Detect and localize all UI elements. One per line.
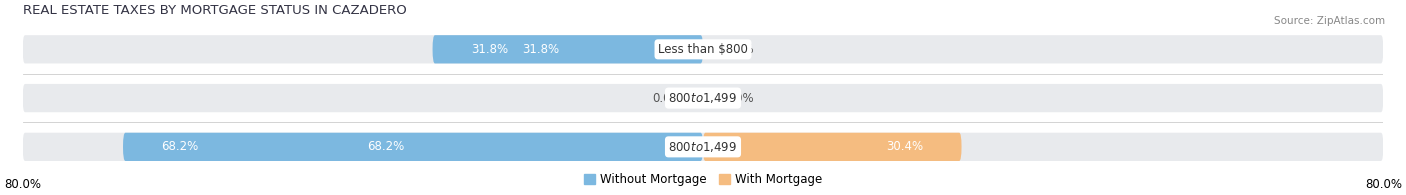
Text: REAL ESTATE TAXES BY MORTGAGE STATUS IN CAZADERO: REAL ESTATE TAXES BY MORTGAGE STATUS IN … (22, 4, 406, 17)
Text: 31.8%: 31.8% (471, 43, 508, 56)
FancyBboxPatch shape (22, 133, 1384, 161)
Text: 30.4%: 30.4% (886, 140, 924, 153)
FancyBboxPatch shape (122, 133, 703, 161)
FancyBboxPatch shape (22, 84, 1384, 112)
Text: Less than $800: Less than $800 (658, 43, 748, 56)
Text: $800 to $1,499: $800 to $1,499 (668, 91, 738, 105)
Text: 31.8%: 31.8% (522, 43, 560, 56)
Text: Source: ZipAtlas.com: Source: ZipAtlas.com (1274, 16, 1385, 26)
FancyBboxPatch shape (703, 133, 962, 161)
FancyBboxPatch shape (433, 35, 703, 63)
Text: 0.0%: 0.0% (724, 43, 754, 56)
FancyBboxPatch shape (22, 35, 1384, 63)
Text: 68.2%: 68.2% (367, 140, 405, 153)
Text: 68.2%: 68.2% (162, 140, 198, 153)
Text: 0.0%: 0.0% (724, 92, 754, 105)
Text: 0.0%: 0.0% (652, 92, 682, 105)
Legend: Without Mortgage, With Mortgage: Without Mortgage, With Mortgage (583, 173, 823, 186)
Text: $800 to $1,499: $800 to $1,499 (668, 140, 738, 154)
